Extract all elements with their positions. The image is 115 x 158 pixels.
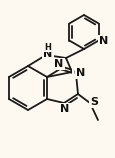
Text: S: S <box>89 97 97 107</box>
Text: N: N <box>60 104 69 114</box>
Text: N: N <box>76 68 85 78</box>
Text: N: N <box>54 59 63 69</box>
Text: H: H <box>44 43 51 52</box>
Text: N: N <box>98 36 107 46</box>
Text: O: O <box>73 68 82 78</box>
Text: N: N <box>43 49 52 59</box>
